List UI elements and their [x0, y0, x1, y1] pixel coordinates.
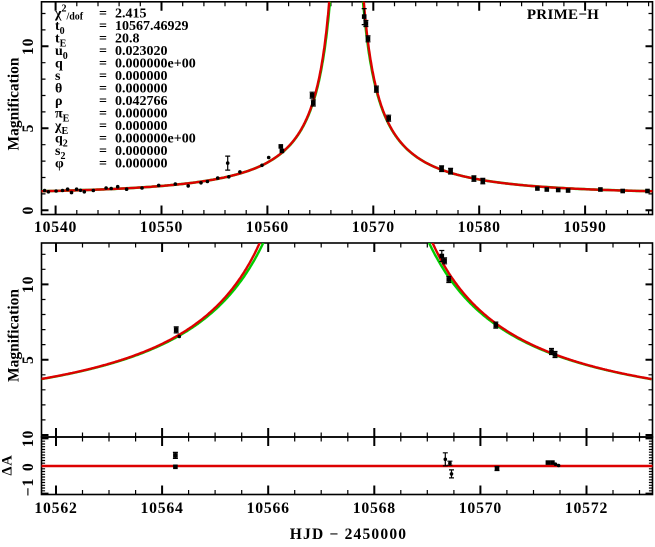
svg-text:10562: 10562	[34, 500, 77, 517]
svg-text:q: q	[55, 56, 63, 71]
svg-text:0: 0	[20, 206, 37, 215]
svg-text:10540: 10540	[34, 219, 77, 236]
svg-text:0.000000: 0.000000	[115, 144, 168, 159]
svg-text:ΔA: ΔA	[0, 454, 16, 475]
svg-text:10572: 10572	[565, 500, 608, 517]
svg-text:10590: 10590	[563, 219, 606, 236]
svg-text:=: =	[99, 31, 107, 46]
svg-text:10567.46929: 10567.46929	[115, 19, 189, 34]
svg-text:=: =	[99, 106, 107, 121]
svg-text:10564: 10564	[140, 500, 183, 517]
svg-text:20.8: 20.8	[115, 31, 140, 46]
svg-text:=: =	[99, 94, 107, 109]
svg-text:s2: s2	[55, 144, 65, 162]
svg-text:=: =	[99, 69, 107, 84]
svg-text:0.000000e+00: 0.000000e+00	[115, 131, 196, 146]
svg-text:5: 5	[20, 355, 37, 364]
svg-text:=: =	[99, 119, 107, 134]
svg-text:=: =	[99, 81, 107, 96]
svg-text:0.000000: 0.000000	[115, 119, 168, 134]
svg-text:=: =	[99, 44, 107, 59]
svg-text:0.000000: 0.000000	[115, 81, 168, 96]
svg-text:HJD − 2450000: HJD − 2450000	[290, 526, 407, 542]
svg-text:=: =	[99, 56, 107, 71]
svg-text:10: 10	[20, 38, 37, 55]
svg-text:10: 10	[20, 276, 37, 293]
svg-text:10570: 10570	[352, 219, 395, 236]
svg-text:0.000000: 0.000000	[115, 156, 168, 171]
svg-text:10550: 10550	[140, 219, 183, 236]
svg-text:−1: −1	[20, 478, 37, 496]
svg-text:ρ: ρ	[55, 94, 63, 109]
svg-text:tE: tE	[55, 31, 67, 49]
svg-text:10568: 10568	[353, 500, 396, 517]
svg-text:10570: 10570	[459, 500, 502, 517]
svg-text:=: =	[99, 19, 107, 34]
svg-text:10560: 10560	[246, 219, 289, 236]
svg-text:0.000000: 0.000000	[115, 106, 168, 121]
svg-text:10566: 10566	[247, 500, 290, 517]
svg-text:θ: θ	[55, 81, 62, 96]
svg-text:PRIME−H: PRIME−H	[527, 7, 599, 23]
svg-text:5: 5	[20, 124, 37, 133]
svg-text:0.023020: 0.023020	[115, 44, 168, 59]
svg-text:=: =	[99, 6, 107, 21]
svg-text:10580: 10580	[458, 219, 501, 236]
svg-text:0.000000: 0.000000	[115, 69, 168, 84]
svg-text:Magnification: Magnification	[6, 57, 23, 150]
svg-text:10: 10	[20, 430, 37, 447]
svg-text:0.042766: 0.042766	[115, 94, 168, 109]
svg-text:Magnification: Magnification	[6, 289, 23, 382]
svg-text:0.000000e+00: 0.000000e+00	[115, 56, 196, 71]
svg-text:2.415: 2.415	[115, 6, 147, 21]
svg-text:0: 0	[20, 462, 37, 471]
svg-text:φ: φ	[55, 156, 64, 171]
svg-text:=: =	[99, 144, 107, 159]
svg-text:s: s	[55, 69, 61, 84]
svg-text:=: =	[99, 156, 107, 171]
svg-text:t0: t0	[55, 19, 65, 37]
svg-text:=: =	[99, 131, 107, 146]
